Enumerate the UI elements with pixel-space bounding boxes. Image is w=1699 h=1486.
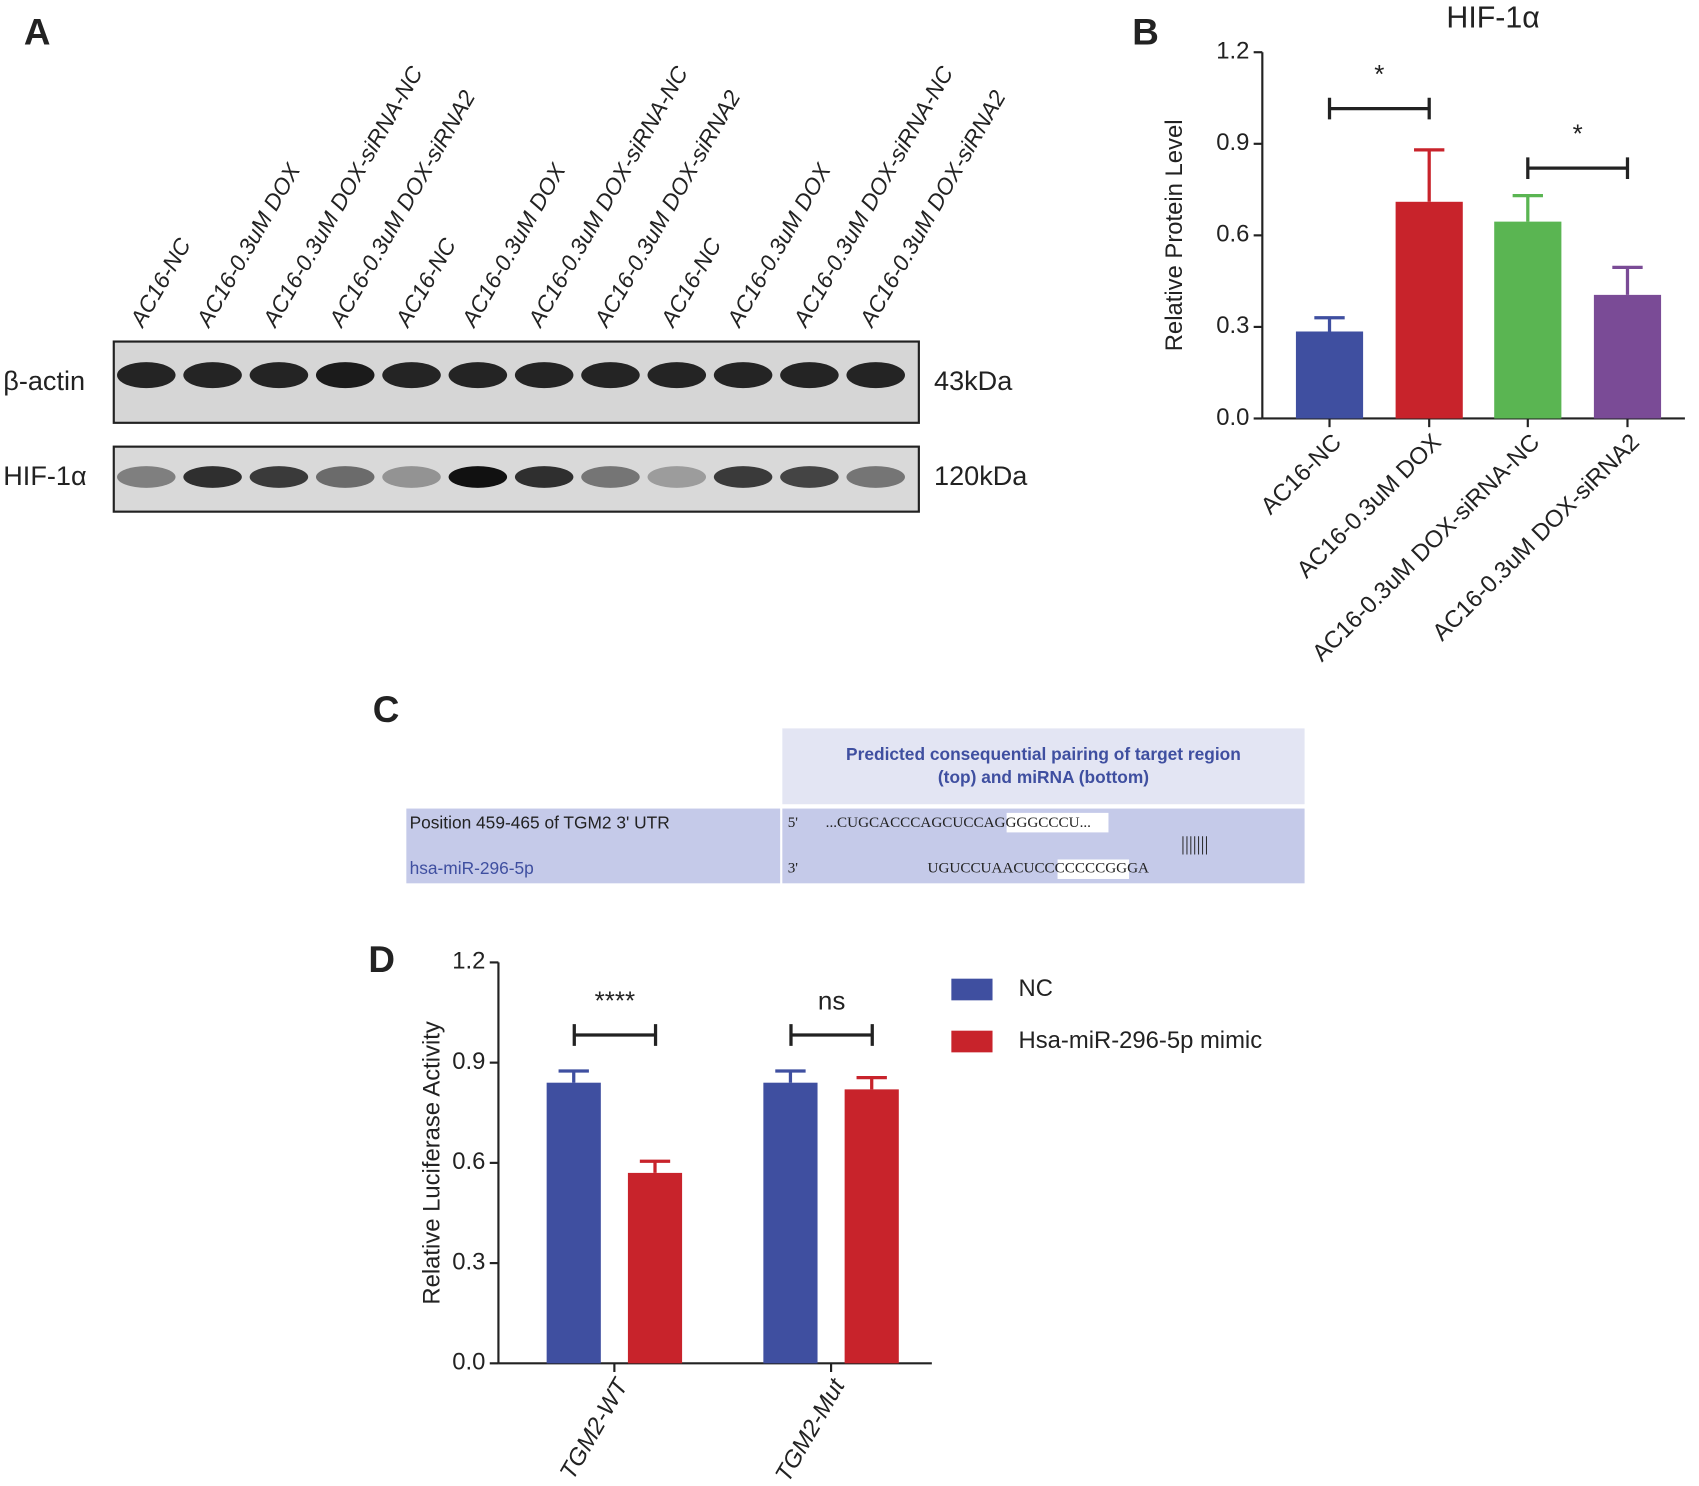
error-bar — [1314, 316, 1345, 332]
x-tick-label: TGM2-WT — [555, 1373, 635, 1484]
significance-bracket — [572, 1024, 658, 1046]
sequence: ...CUGCACCCAGCUCCAGGGGCCCU... — [826, 814, 1091, 831]
band — [647, 466, 707, 488]
strand-end: 3' — [788, 860, 799, 877]
row-name: hsa-miR-296-5p — [410, 858, 534, 878]
lane-label: AC16-NC — [124, 233, 196, 333]
band — [249, 466, 309, 488]
significance-bracket — [1327, 97, 1431, 120]
header-text: Predicted consequential pairing of targe… — [846, 744, 1241, 764]
bar — [844, 1089, 899, 1364]
row-label: HIF-1α — [3, 460, 86, 491]
error-bar — [856, 1076, 887, 1090]
significance-label: * — [1374, 59, 1384, 89]
header-box — [782, 728, 1305, 805]
bar — [1494, 221, 1562, 419]
band — [382, 362, 441, 389]
band — [780, 362, 839, 389]
significance-bracket — [789, 1024, 874, 1046]
significance-label: ns — [818, 985, 845, 1015]
x-tick-label: AC16-0.3uM DOX-siRNA2 — [1427, 429, 1645, 647]
band — [315, 466, 375, 488]
bar — [1395, 201, 1463, 419]
match: ||||||| — [1181, 834, 1208, 855]
error-bar — [775, 1069, 806, 1083]
band — [183, 362, 242, 389]
band — [581, 466, 640, 488]
y-tick-label: 0.3 — [452, 1248, 485, 1275]
error-bar — [1612, 265, 1643, 295]
band — [713, 362, 773, 389]
lane-label: AC16-NC — [389, 233, 461, 333]
band — [183, 466, 242, 488]
row-box — [406, 808, 781, 884]
band — [117, 362, 176, 389]
error-bar — [1512, 194, 1543, 222]
x-tick-label: AC16-NC — [1256, 429, 1347, 520]
lane-label: AC16-NC — [654, 233, 726, 333]
band — [249, 362, 309, 389]
sequence: UGUCCUAACUCCCCCCCGGGA — [928, 860, 1150, 877]
band — [514, 362, 574, 389]
panel-label: A — [24, 12, 51, 53]
chart-title: HIF-1α — [1446, 2, 1539, 35]
y-axis-label: Relative Luciferase Activity — [419, 1021, 446, 1304]
bar — [1593, 294, 1662, 419]
significance-label: * — [1573, 119, 1583, 149]
bar — [763, 1082, 818, 1364]
error-bar — [639, 1159, 671, 1173]
y-axis-label: Relative Protein Level — [1161, 119, 1188, 351]
seed-highlight — [1006, 812, 1109, 833]
significance-bracket — [1526, 157, 1630, 180]
band — [514, 466, 574, 488]
y-tick-label: 0.9 — [452, 1048, 485, 1075]
blot-box — [112, 340, 920, 424]
y-tick-label: 0.3 — [1216, 312, 1249, 339]
panel-label: C — [373, 689, 400, 730]
bar — [1295, 331, 1364, 419]
panel-label: D — [368, 939, 395, 980]
band — [448, 466, 508, 488]
band — [846, 466, 905, 488]
bar — [627, 1172, 683, 1364]
y-tick-label: 0.6 — [1216, 221, 1249, 248]
error-bar — [1414, 148, 1445, 202]
error-bar — [558, 1069, 589, 1083]
legend-label: NC — [1019, 975, 1053, 1002]
band — [117, 466, 176, 488]
band — [647, 362, 707, 389]
y-tick-label: 0.9 — [1216, 129, 1249, 156]
y-tick-label: 1.2 — [452, 948, 485, 975]
significance-label: **** — [595, 985, 635, 1015]
legend-swatch — [951, 1030, 993, 1053]
y-tick-label: 1.2 — [1216, 38, 1249, 65]
band — [780, 466, 839, 488]
band — [382, 466, 441, 488]
panel-label: B — [1132, 12, 1159, 53]
header-text: (top) and miRNA (bottom) — [938, 767, 1149, 787]
size-label: 120kDa — [934, 460, 1028, 491]
y-tick-label: 0.6 — [452, 1148, 485, 1175]
row-name: Position 459-465 of TGM2 3' UTR — [410, 812, 670, 832]
y-tick-label: 0.0 — [1216, 404, 1249, 431]
x-tick-label: TGM2-Mut — [770, 1373, 851, 1486]
strand-end: 5' — [788, 814, 799, 831]
band — [713, 466, 773, 488]
band — [581, 362, 640, 389]
legend-swatch — [951, 978, 993, 1001]
bar — [546, 1082, 601, 1364]
band — [315, 362, 375, 389]
legend-label: Hsa-miR-296-5p mimic — [1019, 1027, 1263, 1054]
size-label: 43kDa — [934, 365, 1013, 396]
band — [448, 362, 508, 389]
row-label: β-actin — [3, 365, 85, 396]
band — [846, 362, 905, 389]
seed-highlight — [1057, 859, 1130, 879]
y-tick-label: 0.0 — [452, 1349, 485, 1376]
